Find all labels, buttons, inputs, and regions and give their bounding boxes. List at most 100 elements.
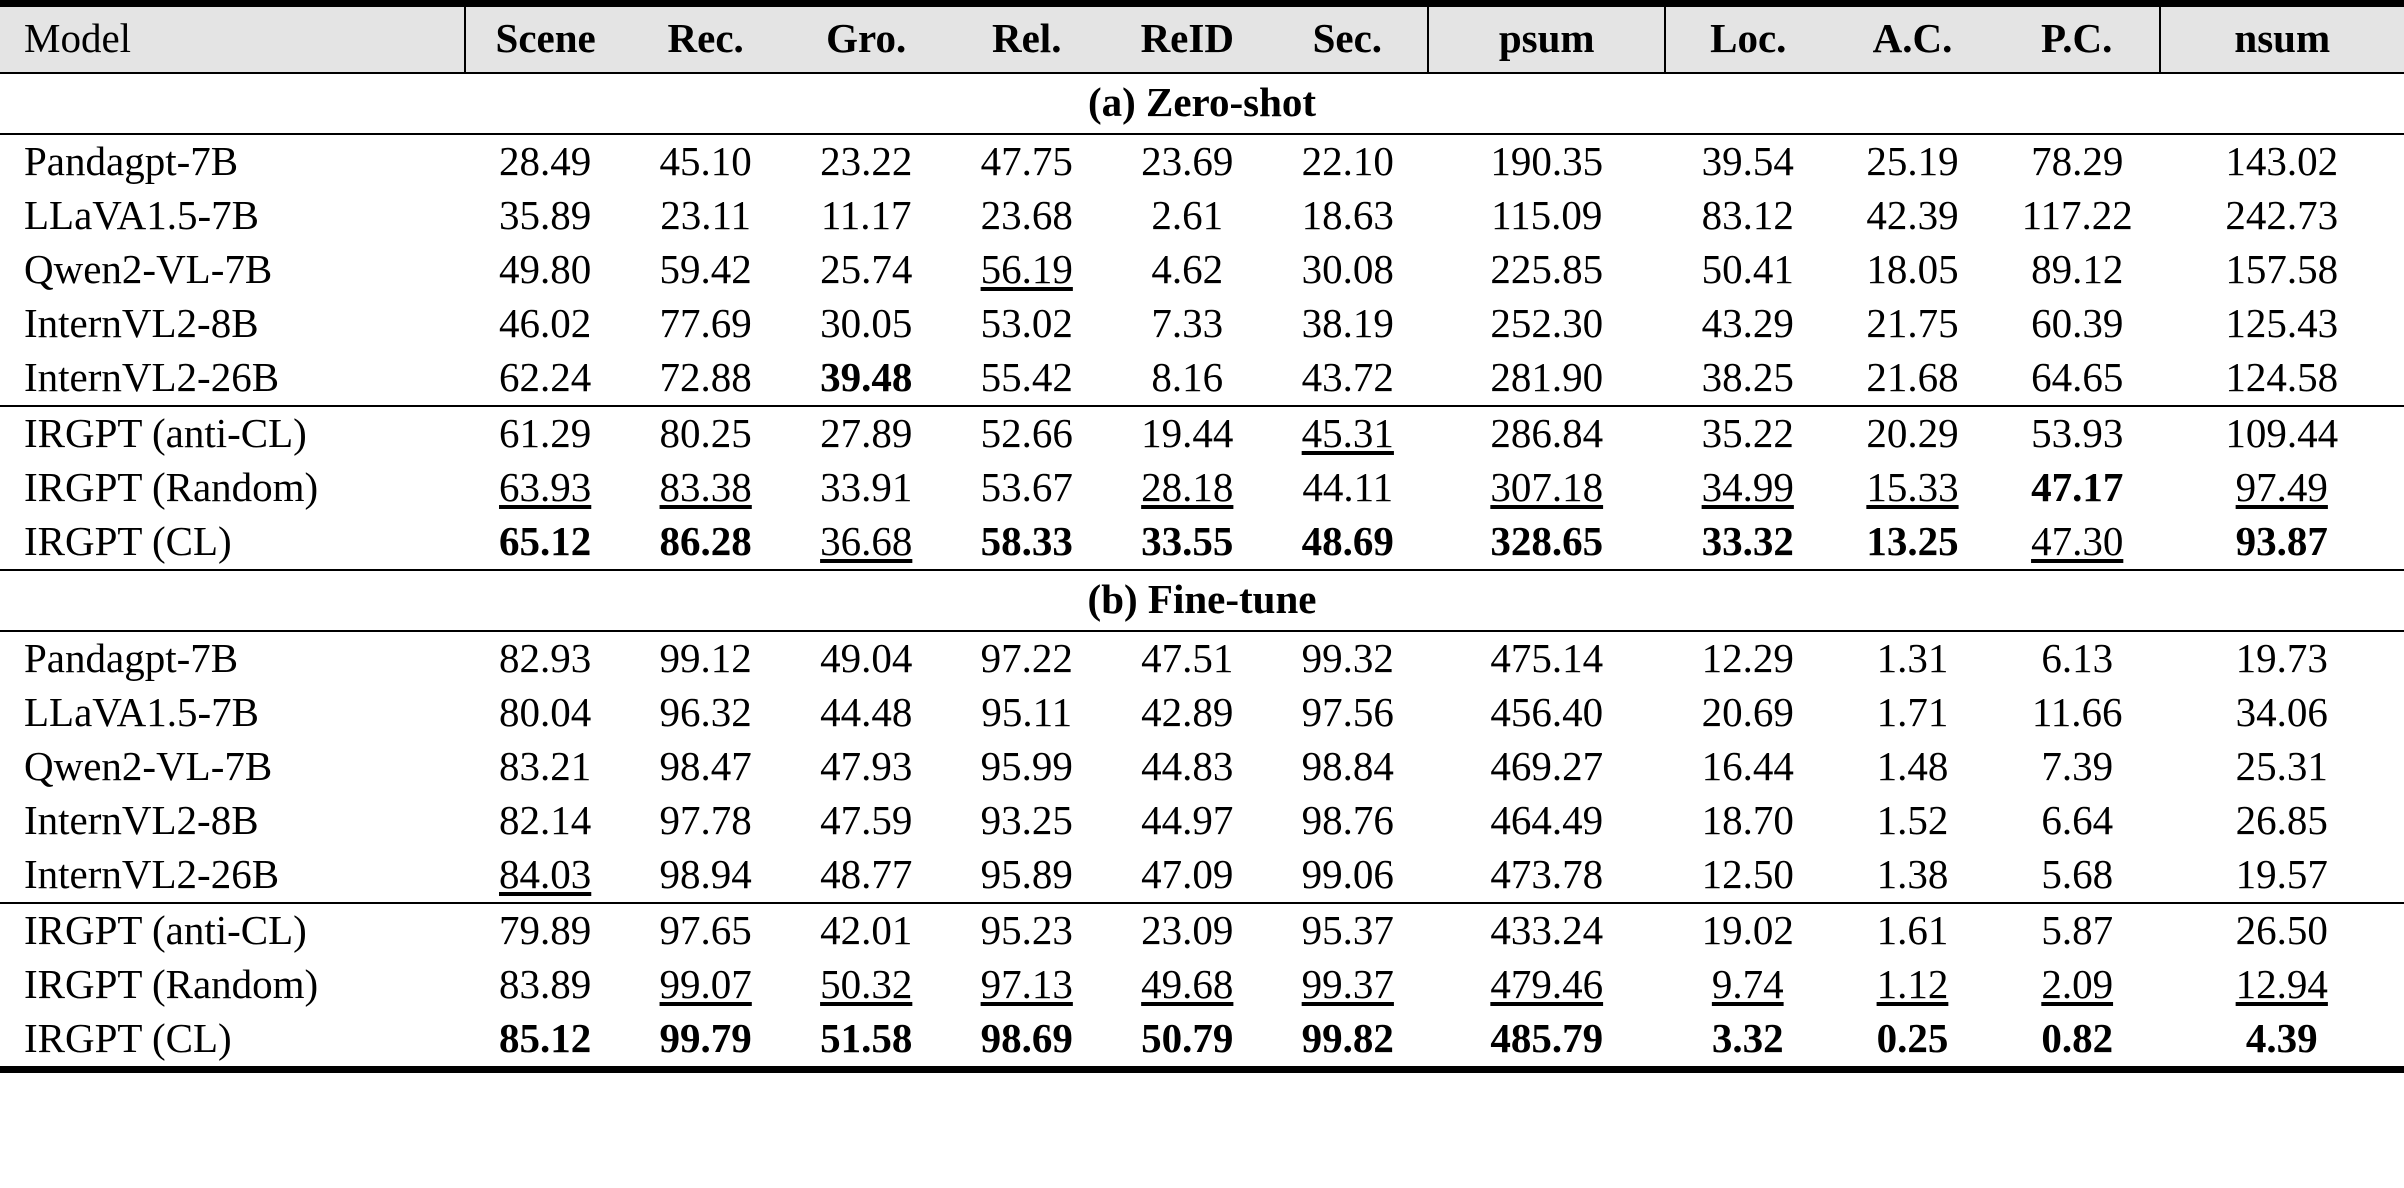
table-body: (a) Zero-shot Pandagpt-7B 28.49 45.10 23.22 4… (0, 74, 2404, 1076)
table-cell-sec: 18.63 (1301, 192, 1394, 238)
column-header-reid: ReID (1107, 7, 1268, 73)
table-cell-pc: 117.22 (2021, 192, 2133, 238)
table-cell-rec: 77.69 (659, 300, 752, 346)
best-value: 0.25 (1876, 1015, 1949, 1061)
table-cell-rel: 47.75 (980, 138, 1073, 184)
table-cell-rel: 98.69 (946, 1012, 1107, 1070)
table-cell-gro: 25.74 (820, 246, 913, 292)
row-model-name: InternVL2-8B (24, 300, 259, 346)
table-cell-nsum: 34.06 (2235, 689, 2328, 735)
table-cell-psum: 433.24 (1490, 907, 1604, 953)
second-best-value: 2.09 (2041, 961, 2114, 1007)
table-cell-sec: 22.10 (1301, 138, 1394, 184)
table-cell-rel: 52.66 (980, 410, 1073, 456)
second-best-value: 63.93 (499, 464, 592, 510)
second-best-value: 45.31 (1301, 410, 1394, 456)
table-cell-ac: 42.39 (1866, 192, 1959, 238)
table-cell-loc: 9.74 (1665, 958, 1830, 1012)
table-cell-reid: 33.55 (1107, 515, 1268, 570)
best-value: 50.79 (1141, 1015, 1234, 1061)
table-cell-scene: 49.80 (499, 246, 592, 292)
table-cell-ac: 1.12 (1830, 958, 1995, 1012)
table-cell-sec: 48.69 (1268, 515, 1429, 570)
table-cell-ac: 1.71 (1876, 689, 1949, 735)
best-value: 328.65 (1490, 518, 1604, 564)
table-cell-reid: 49.68 (1107, 958, 1268, 1012)
table-row: IRGPT (Random) 63.93 83.38 33.91 53.67 28.18 4… (0, 461, 2404, 515)
table-cell-gro: 51.58 (786, 1012, 947, 1070)
table-cell-scene: 46.02 (499, 300, 592, 346)
second-best-value: 47.30 (2031, 518, 2124, 564)
table-row: Pandagpt-7B 28.49 45.10 23.22 47.75 23.69 22.1… (0, 135, 2404, 189)
column-header-ac: A.C. (1830, 7, 1995, 73)
best-value: 51.58 (820, 1015, 913, 1061)
table-cell-scene: 82.93 (499, 635, 592, 681)
table-cell-nsum: 4.39 (2160, 1012, 2404, 1070)
table-cell-loc: 18.70 (1701, 797, 1794, 843)
table-cell-psum: 286.84 (1490, 410, 1604, 456)
table-cell-pc: 2.09 (1995, 958, 2160, 1012)
best-value: 485.79 (1490, 1015, 1604, 1061)
table-cell-ac: 1.31 (1876, 635, 1949, 681)
table-row: InternVL2-26B 84.03 98.94 48.77 95.89 47.09 99… (0, 848, 2404, 903)
table-cell-loc: 19.02 (1701, 907, 1794, 953)
second-best-value: 34.99 (1701, 464, 1794, 510)
row-model-name: Pandagpt-7B (24, 635, 239, 681)
table-cell-sec: 30.08 (1301, 246, 1394, 292)
table-cell-reid: 42.89 (1141, 689, 1234, 735)
table-cell-scene: 65.12 (465, 515, 626, 570)
table-cell-rec: 99.07 (625, 958, 786, 1012)
second-best-value: 99.07 (659, 961, 752, 1007)
table-cell-psum: 485.79 (1428, 1012, 1665, 1070)
table-cell-pc: 53.93 (2031, 410, 2124, 456)
row-model-name: IRGPT (anti-CL) (24, 907, 307, 953)
column-header-rec: Rec. (625, 7, 786, 73)
table-cell-scene: 79.89 (499, 907, 592, 953)
table-cell-gro: 27.89 (820, 410, 913, 456)
table-cell-rel: 97.13 (946, 958, 1107, 1012)
table-cell-gro: 44.48 (820, 689, 913, 735)
table-cell-pc: 0.82 (1995, 1012, 2160, 1070)
table-cell-pc: 5.68 (2041, 851, 2114, 897)
second-best-value: 15.33 (1866, 464, 1959, 510)
table-cell-gro: 39.48 (786, 351, 947, 406)
table-cell-rec: 23.11 (660, 192, 752, 238)
second-best-value: 56.19 (980, 246, 1073, 292)
table-cell-psum: 469.27 (1490, 743, 1604, 789)
best-value: 65.12 (499, 518, 592, 564)
best-value: 0.82 (2041, 1015, 2114, 1061)
table-cell-pc: 89.12 (2031, 246, 2124, 292)
table-cell-ac: 13.25 (1830, 515, 1995, 570)
table-cell-pc: 47.17 (1995, 461, 2160, 515)
table-cell-rec: 99.79 (625, 1012, 786, 1070)
best-value: 86.28 (659, 518, 752, 564)
table-cell-reid: 7.33 (1151, 300, 1224, 346)
table-row: Pandagpt-7B 82.93 99.12 49.04 97.22 47.51 99.3… (0, 632, 2404, 686)
table-cell-reid: 8.16 (1151, 354, 1224, 400)
column-header-model: Model (0, 7, 465, 73)
row-model-name: InternVL2-26B (24, 851, 280, 897)
row-model-name: IRGPT (Random) (24, 464, 319, 510)
row-model-name: IRGPT (CL) (24, 518, 232, 564)
table-cell-rel: 93.25 (980, 797, 1073, 843)
table-cell-psum: 328.65 (1428, 515, 1665, 570)
table-row: Qwen2-VL-7B 83.21 98.47 47.93 95.99 44.83 98.8… (0, 740, 2404, 794)
table-cell-sec: 99.06 (1301, 851, 1394, 897)
table-cell-psum: 115.09 (1491, 192, 1603, 238)
row-model-name: InternVL2-8B (24, 797, 259, 843)
table-row: IRGPT (anti-CL) 79.89 97.65 42.01 95.23 23.09… (0, 904, 2404, 958)
table-cell-pc: 5.87 (2041, 907, 2114, 953)
second-best-value: 99.37 (1301, 961, 1394, 1007)
table-cell-gro: 48.77 (820, 851, 913, 897)
table-cell-gro: 42.01 (820, 907, 913, 953)
table-cell-gro: 49.04 (820, 635, 913, 681)
second-best-value: 97.49 (2235, 464, 2328, 510)
table-cell-loc: 43.29 (1701, 300, 1794, 346)
column-header-loc: Loc. (1664, 7, 1831, 73)
table-cell-rel: 95.99 (980, 743, 1073, 789)
second-best-value: 307.18 (1490, 464, 1604, 510)
table-cell-scene: 61.29 (499, 410, 592, 456)
table-cell-pc: 6.13 (2041, 635, 2114, 681)
row-model-name: Qwen2-VL-7B (24, 743, 273, 789)
